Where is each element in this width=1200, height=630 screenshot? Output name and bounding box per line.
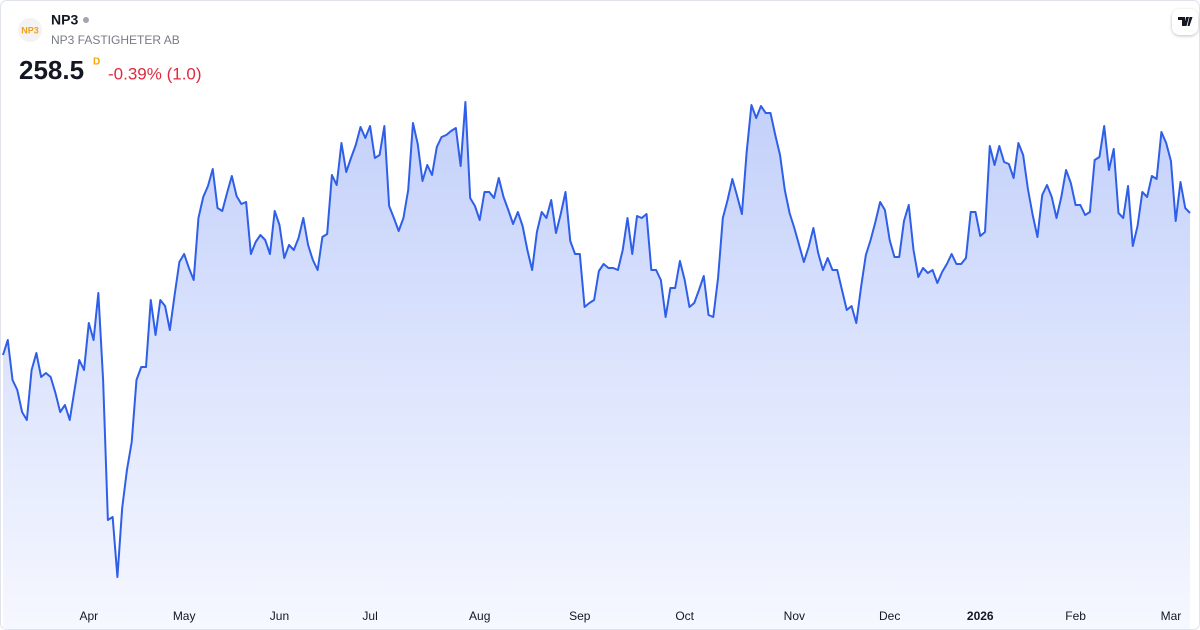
logo: NP3 [21,25,39,35]
x-tick-label: Jun [270,609,289,623]
x-tick-label: Sep [569,609,591,623]
tv-logo [1172,9,1198,35]
logo-circle [18,18,42,42]
x-tick-label: Mar [1161,609,1182,623]
x-tick-label: Dec [879,609,900,623]
x-tick-label: May [173,609,196,623]
price-line [2,101,1191,578]
x-tick-label: Nov [784,609,805,623]
symbol: NP3 [51,12,78,28]
price: 258.5 [19,55,84,85]
plot-area [2,101,1191,629]
change: -0.39% (1.0) [108,64,202,83]
tv-logo-mark [1178,17,1193,26]
x-tick-label: Apr [79,609,98,623]
x-tick-label: Jul [362,609,377,623]
x-tick-label: 2026 [967,609,994,623]
x-tick-label: Aug [469,609,490,623]
x-tick-label: Feb [1065,609,1086,623]
company-name: NP3 FASTIGHETER AB [51,33,180,47]
x-tick-label: Oct [675,609,694,623]
interval: D [93,57,100,68]
status-dot [83,17,89,23]
